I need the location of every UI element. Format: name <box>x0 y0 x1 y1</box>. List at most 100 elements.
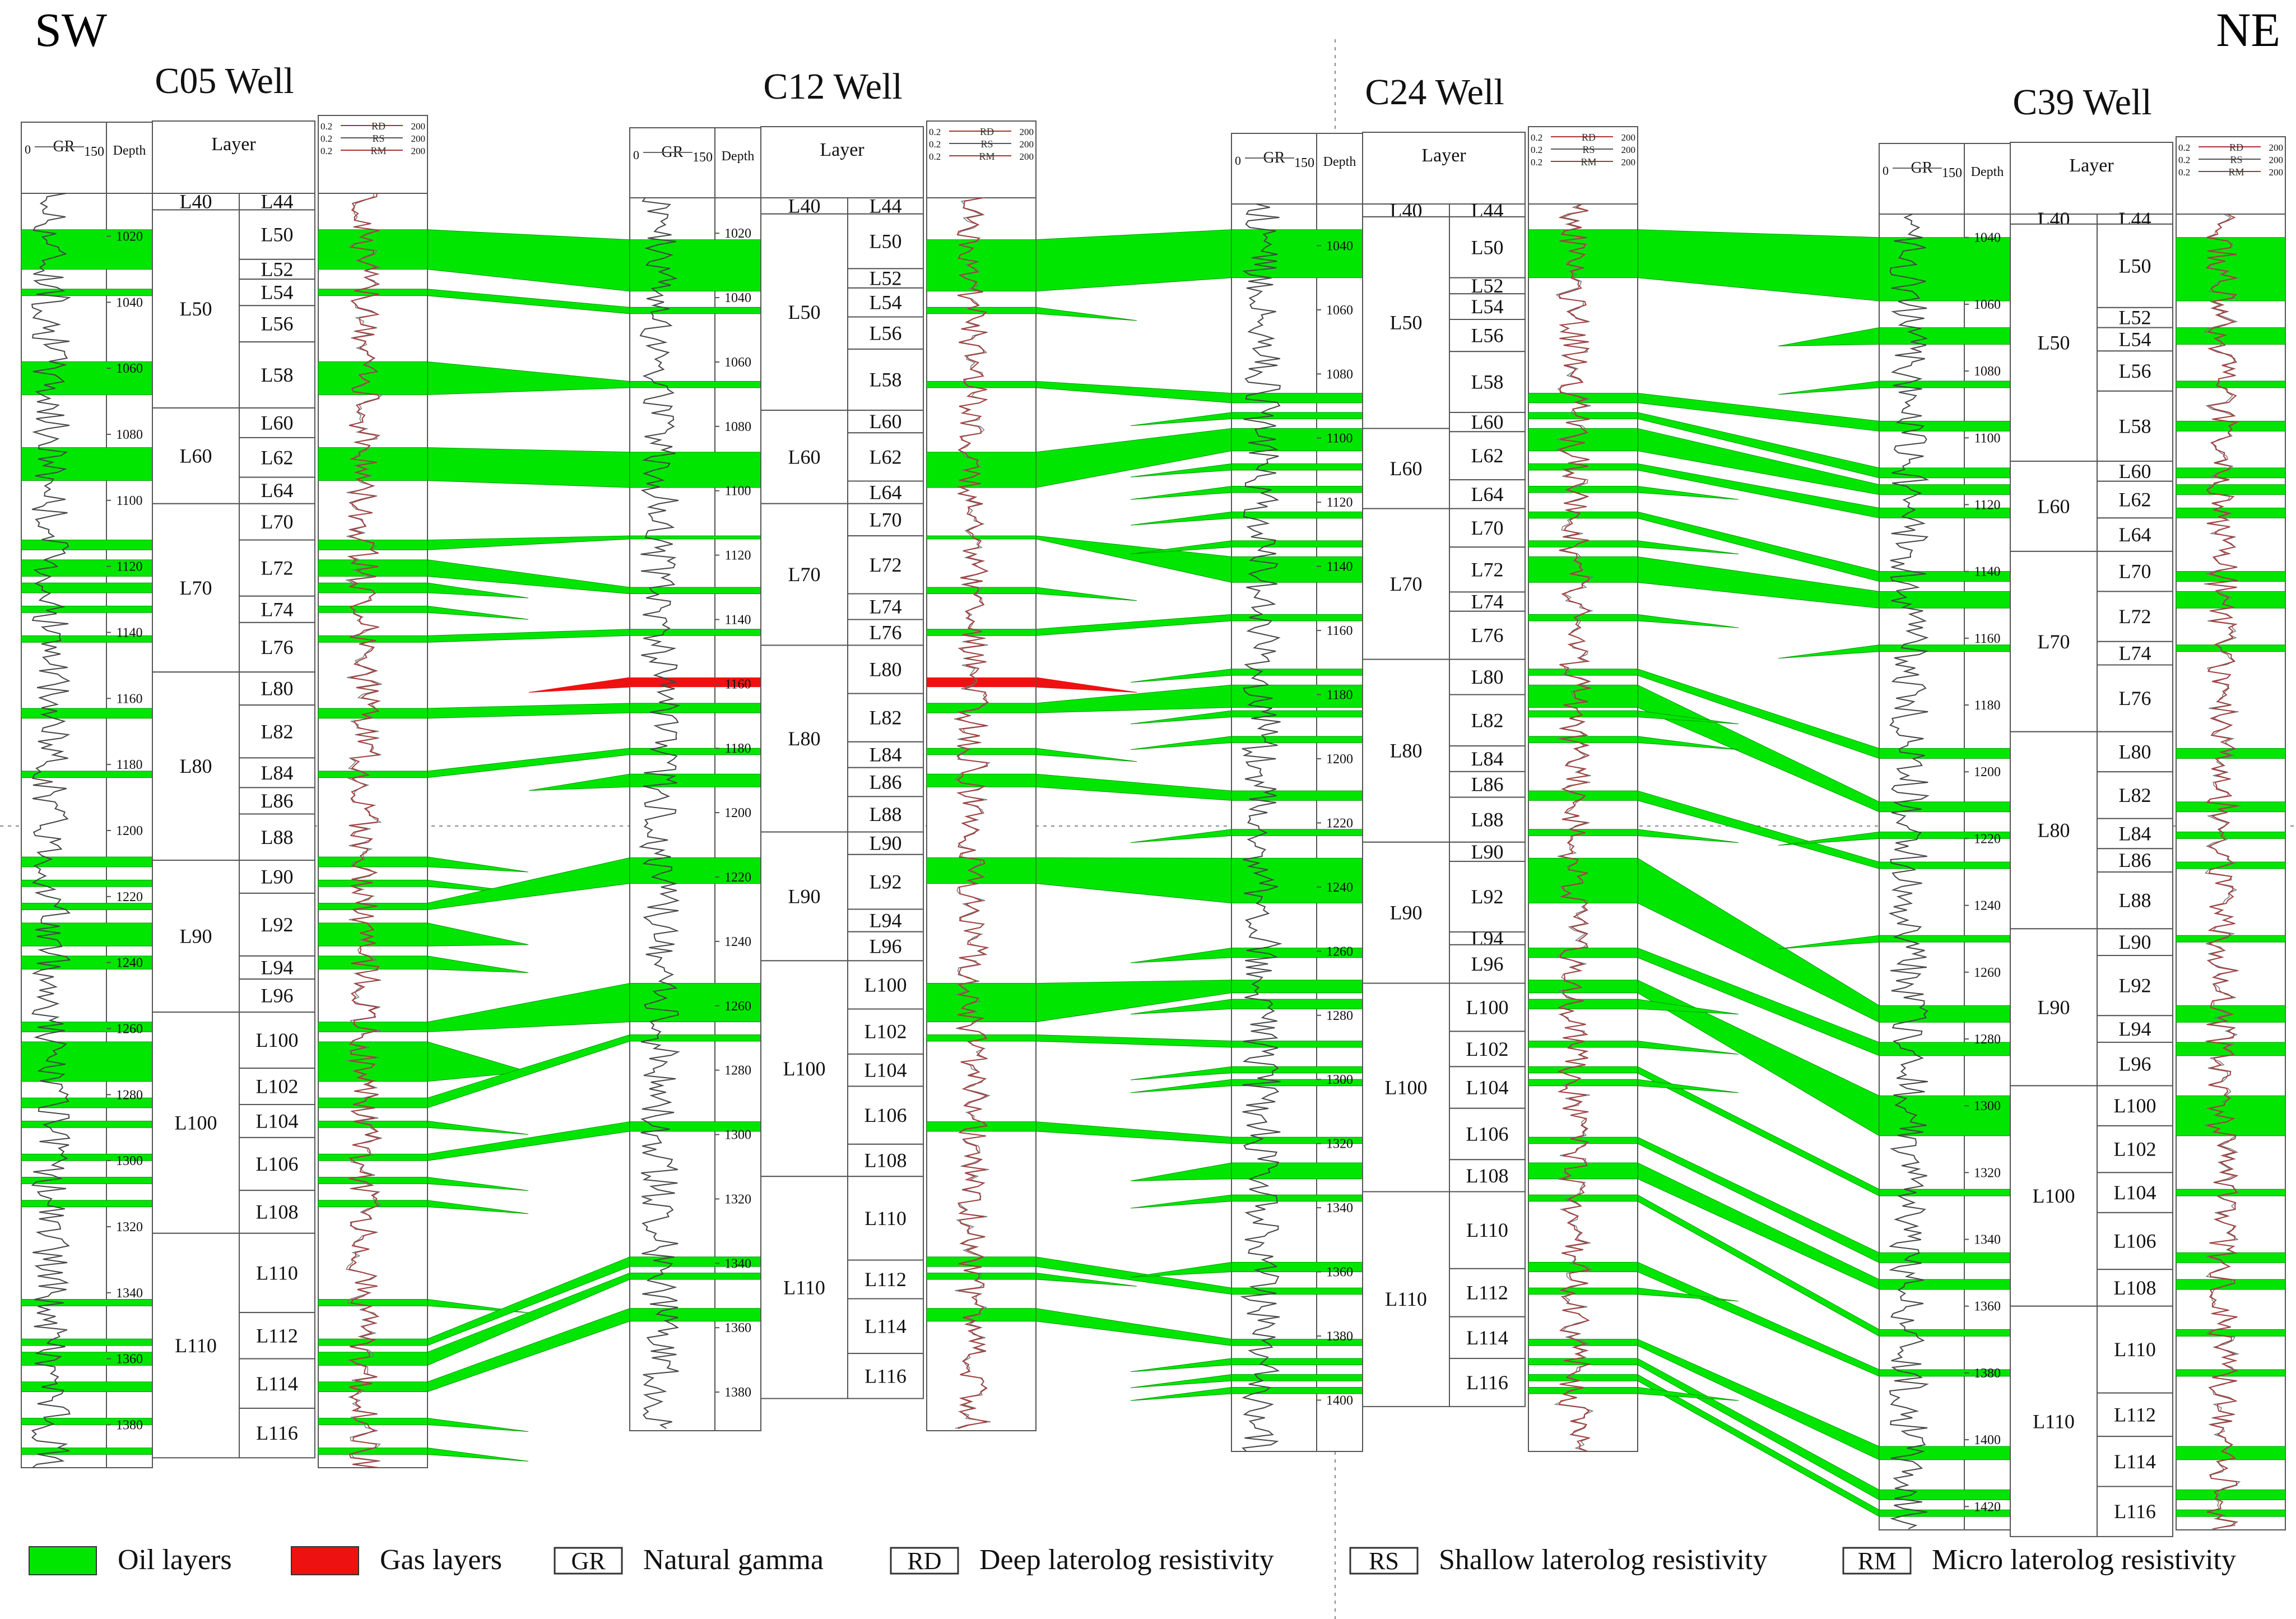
depth-tick-label: 1360 <box>1326 1265 1353 1280</box>
depth-tick-label: 1220 <box>724 870 751 885</box>
zone-label: L80 <box>1390 740 1423 762</box>
zone-cell <box>760 960 848 1177</box>
oil-layer-band <box>21 1120 153 1128</box>
oil-layer-band <box>318 540 428 550</box>
layer-label: L104 <box>1466 1077 1509 1099</box>
oil-layer-band <box>1879 801 2011 813</box>
layer-label: L102 <box>2114 1138 2156 1161</box>
oil-layer-band <box>926 983 1037 1022</box>
oil-layer-band <box>318 1120 428 1128</box>
layer-cell <box>239 437 315 478</box>
depth-tick-label: 1380 <box>1326 1329 1353 1344</box>
legend-label: Oil layers <box>118 1544 232 1576</box>
oil-layer-band <box>629 773 761 787</box>
legend-label: Deep laterolog resistivity <box>979 1544 1274 1576</box>
zone-cell <box>1362 216 1450 429</box>
layer-label: L62 <box>2119 489 2151 511</box>
oil-layer-band <box>1231 684 1363 708</box>
zone-label: L100 <box>1385 1077 1428 1099</box>
res-scale-min-label: 0.2 <box>929 151 941 162</box>
depth-tick-label: 1280 <box>1974 1032 2001 1047</box>
oil-layer-band <box>629 1273 761 1280</box>
res-scale-min-label: 0.2 <box>1531 145 1542 155</box>
gr-track <box>21 193 107 1468</box>
oil-layer-band <box>926 239 1037 292</box>
gr-scale-min-label: 0 <box>1235 154 1241 168</box>
layer-label: L114 <box>1466 1326 1508 1349</box>
oil-layer-band <box>926 773 1037 787</box>
layer-cell <box>847 1259 924 1300</box>
res-curve-label: RS <box>980 138 993 150</box>
depth-tick-label: 1200 <box>1974 765 2001 780</box>
layer-cell <box>847 316 924 350</box>
oil-layer-band <box>1528 540 1638 548</box>
depth-tick-label: 1320 <box>724 1192 751 1207</box>
oil-layer-band <box>926 452 1037 488</box>
res-curve-label: RD <box>371 120 385 132</box>
layer-header-box <box>760 126 924 198</box>
depth-tick-label: 1120 <box>724 549 751 563</box>
layer-label: L64 <box>2119 523 2151 546</box>
res-scale-max-label: 200 <box>2269 155 2284 165</box>
layer-cell <box>239 503 315 541</box>
depth-tick-label: 1140 <box>1974 565 2000 579</box>
oil-layer-band <box>1528 511 1638 519</box>
layer-cell <box>239 671 315 706</box>
layer-cell <box>1449 982 1526 1032</box>
zone-cell <box>760 410 848 504</box>
layer-cell <box>2097 591 2173 642</box>
layer-cell <box>2097 1269 2173 1307</box>
layer-cell <box>2097 771 2173 819</box>
layer-cell <box>847 197 924 215</box>
layer-cell <box>847 348 924 411</box>
gr-scale-max-label: 150 <box>692 150 713 165</box>
oil-layer-band <box>2176 644 2286 652</box>
depth-header-label: Depth <box>722 149 755 164</box>
layer-cell <box>239 279 315 307</box>
depth-tick-label: 1040 <box>1326 239 1353 253</box>
oil-layer-band <box>1528 1194 1638 1202</box>
depth-track <box>106 193 153 1468</box>
layer-label: L106 <box>2114 1230 2156 1252</box>
zone-label: L40 <box>180 191 212 213</box>
zone-label: L60 <box>788 446 821 468</box>
oil-layer-band <box>318 879 428 887</box>
res-curve-label: RS <box>372 133 384 144</box>
oil-layer-band <box>1879 591 2011 609</box>
oil-layer-band <box>318 771 428 778</box>
depth-tick-label: 1060 <box>116 361 143 376</box>
layer-cell <box>847 960 924 1010</box>
res-header-box <box>926 120 1037 198</box>
layer-label: L90 <box>1471 841 1504 863</box>
layer-label: L112 <box>2114 1403 2156 1426</box>
layer-label: L110 <box>1466 1219 1508 1241</box>
depth-tick-label: 1180 <box>116 758 142 772</box>
oil-layer-band <box>2176 1189 2286 1196</box>
layer-cell <box>2097 1436 2173 1487</box>
zone-cell <box>152 671 240 861</box>
layer-label: L70 <box>261 511 294 533</box>
oil-layer-band <box>1528 1079 1638 1087</box>
res-scale-min-label: 0.2 <box>320 133 332 144</box>
depth-tick-label: 1240 <box>1326 880 1353 895</box>
layer-cell <box>239 1103 315 1138</box>
oil-layer-band <box>21 708 153 719</box>
depth-tick-label: 1160 <box>724 677 751 692</box>
oil-layer-band <box>1528 1162 1638 1180</box>
zone-cell <box>2010 1085 2098 1307</box>
gr-curve <box>1888 214 1930 1529</box>
depth-tick-label: 1340 <box>116 1286 143 1301</box>
legend-label: Gas layers <box>380 1544 502 1576</box>
layer-label: L50 <box>1471 236 1504 258</box>
layer-cell <box>2097 517 2173 552</box>
layer-label: L82 <box>1471 709 1504 731</box>
res-scale-max-label: 200 <box>1020 139 1034 150</box>
res-scale-max-label: 200 <box>411 133 426 144</box>
oil-layer-band <box>318 361 428 395</box>
oil-layer-band <box>629 1308 761 1322</box>
oil-layer-band <box>2176 1095 2286 1136</box>
layer-label: L56 <box>261 313 294 335</box>
res-curve-label: RM <box>370 145 386 156</box>
depth-tick-label: 1160 <box>1326 624 1352 638</box>
